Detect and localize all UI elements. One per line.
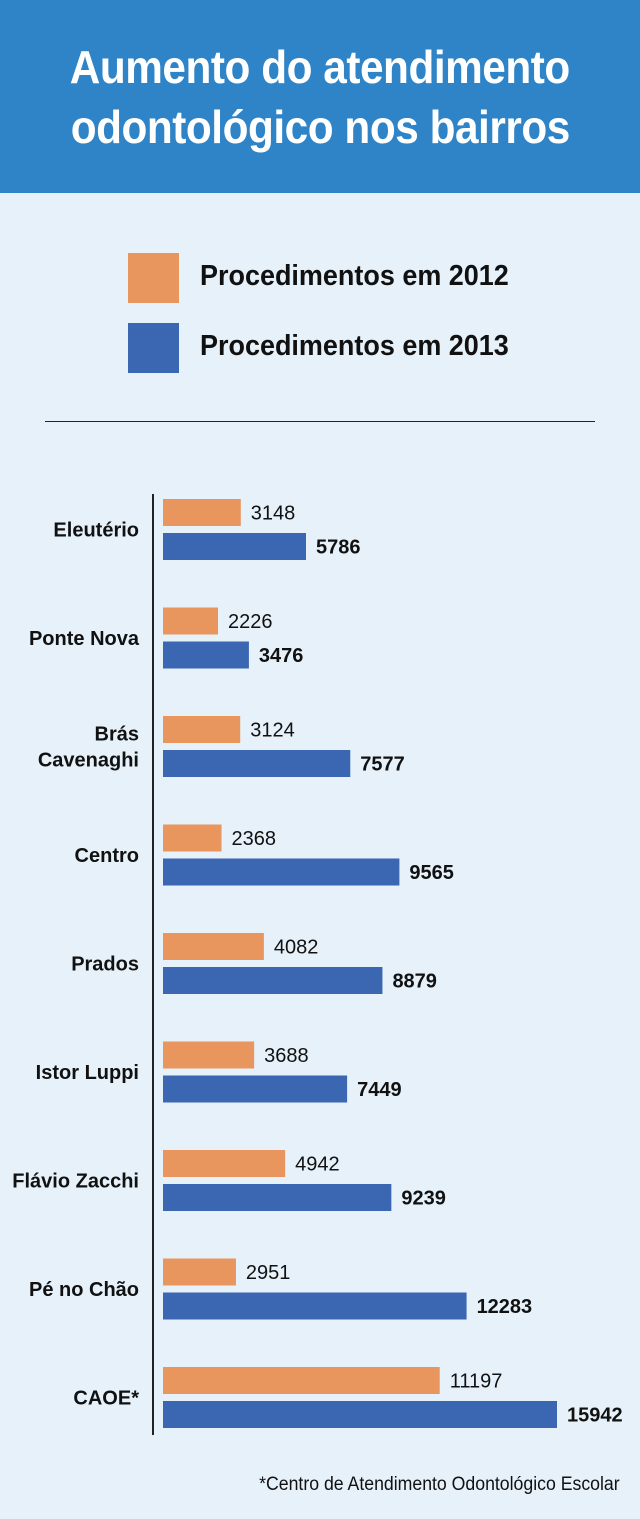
data-label-2012: 3688 xyxy=(264,1045,309,1067)
bar-2013 xyxy=(163,1184,392,1211)
bar-chart: Eleutério 3148 5786 Ponte Nova 2226 3476 Brás C… xyxy=(12,494,623,1435)
data-label-2013: 9565 xyxy=(409,862,454,884)
data-label-2013: 12283 xyxy=(477,1296,533,1318)
title-banner: Aumento do atendimento odontológico nos … xyxy=(0,0,640,193)
data-label-2012: 2226 xyxy=(228,611,273,633)
divider-line xyxy=(45,421,595,422)
legend-swatch-2013 xyxy=(128,323,179,373)
bar-2013 xyxy=(163,533,306,560)
bar-2013 xyxy=(163,641,249,669)
bar-2012 xyxy=(163,1041,255,1069)
bar-2012 xyxy=(163,1258,236,1286)
category-label: Cavenaghi xyxy=(38,750,139,772)
data-label-2013: 5786 xyxy=(316,537,361,559)
data-label-2012: 2951 xyxy=(246,1262,290,1284)
data-label-2013: 7449 xyxy=(357,1079,402,1101)
category-label: Eleutério xyxy=(53,520,139,542)
data-label-2013: 3476 xyxy=(259,645,304,667)
data-label-2013: 9239 xyxy=(401,1188,446,1210)
category-label: Flávio Zacchi xyxy=(12,1171,139,1193)
data-label-2013: 8879 xyxy=(392,971,437,993)
category-label: Brás xyxy=(95,724,139,746)
bar-2013 xyxy=(163,967,383,994)
category-label: Pé no Chão xyxy=(29,1279,139,1301)
chart-title-line-2: odontológico nos bairros xyxy=(70,100,570,153)
bar-2012 xyxy=(163,1367,440,1394)
category-label: Centro xyxy=(75,845,139,867)
data-label-2012: 4942 xyxy=(295,1154,340,1176)
bar-2012 xyxy=(163,933,264,960)
data-label-2012: 4082 xyxy=(274,937,319,959)
category-label: Prados xyxy=(71,954,139,976)
data-label-2012: 2368 xyxy=(232,828,277,850)
data-label-2012: 3124 xyxy=(250,720,295,742)
legend-label-2012: Procedimentos em 2012 xyxy=(200,260,509,292)
data-label-2013: 15942 xyxy=(567,1405,623,1427)
legend-swatch-2012 xyxy=(128,253,179,303)
bar-2013 xyxy=(163,1075,348,1103)
category-label: Ponte Nova xyxy=(29,628,140,650)
data-label-2013: 7577 xyxy=(360,754,405,776)
bar-2013 xyxy=(163,858,400,886)
footnote: *Centro de Atendimento Odontológico Esco… xyxy=(259,1474,620,1495)
bar-2012 xyxy=(163,824,222,852)
bar-2013 xyxy=(163,750,351,777)
bar-2013 xyxy=(163,1401,557,1428)
bar-2012 xyxy=(163,607,219,635)
bar-2013 xyxy=(163,1292,467,1320)
bar-2012 xyxy=(163,716,241,743)
legend-item-2013: Procedimentos em 2013 xyxy=(128,323,578,373)
legend-item-2012: Procedimentos em 2012 xyxy=(128,253,578,303)
data-label-2012: 11197 xyxy=(450,1371,503,1393)
data-label-2012: 3148 xyxy=(251,503,295,525)
bar-2012 xyxy=(163,1150,286,1177)
legend-label-2013: Procedimentos em 2013 xyxy=(200,330,509,362)
bar-2012 xyxy=(163,499,241,526)
chart-title-line-1: Aumento do atendimento xyxy=(69,40,571,93)
category-label: Istor Luppi xyxy=(36,1062,139,1084)
category-label: CAOE* xyxy=(73,1388,139,1410)
